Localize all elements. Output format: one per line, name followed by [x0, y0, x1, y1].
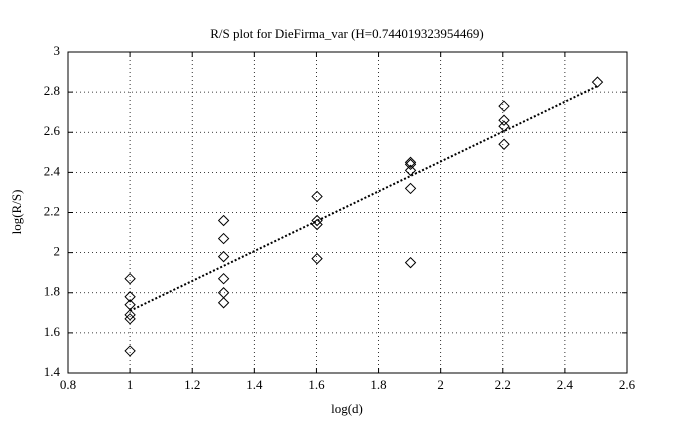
- y-axis-label: log(R/S): [9, 190, 24, 235]
- point: [217, 297, 230, 309]
- x-tick-label: 2.2: [495, 377, 511, 392]
- point: [217, 232, 230, 245]
- x-tick-label: 2.6: [619, 377, 636, 392]
- point: [498, 100, 510, 112]
- y-tick-label: 3: [54, 43, 61, 58]
- point: [124, 313, 136, 325]
- point: [591, 76, 604, 88]
- chart-title: R/S plot for DieFirma_var (H=0.744019323…: [210, 26, 483, 41]
- point: [124, 345, 136, 357]
- point: [217, 250, 230, 263]
- point: [498, 120, 510, 132]
- y-tick-label: 2.8: [44, 83, 60, 98]
- y-tick-label: 2.4: [44, 163, 61, 178]
- x-tick-label: 1.2: [184, 377, 200, 392]
- point: [124, 309, 136, 321]
- y-tick-label: 2.2: [44, 203, 60, 218]
- point: [311, 252, 323, 265]
- x-tick-label: 2.4: [557, 377, 574, 392]
- x-tick-label: 1: [127, 377, 134, 392]
- point: [404, 164, 417, 177]
- point: [124, 272, 136, 285]
- x-tick-label: 1.8: [370, 377, 386, 392]
- x-tick-label: 2: [437, 377, 444, 392]
- point: [217, 214, 230, 227]
- x-tick-label: 1.6: [308, 377, 325, 392]
- y-tick-label: 1.4: [44, 364, 61, 379]
- fit-line: [129, 85, 598, 312]
- point: [404, 158, 417, 171]
- plot-frame: [67, 51, 628, 374]
- point: [498, 138, 510, 150]
- y-tick-label: 2.6: [44, 123, 61, 138]
- point: [311, 190, 323, 203]
- x-tick-label: 0.8: [60, 377, 76, 392]
- y-tick-label: 1.8: [44, 284, 60, 299]
- x-tick-label: 1.4: [246, 377, 263, 392]
- point: [124, 291, 136, 303]
- x-axis-label: log(d): [331, 401, 363, 416]
- point: [311, 214, 323, 227]
- point: [311, 218, 323, 231]
- point: [498, 114, 510, 126]
- point: [404, 156, 417, 169]
- point: [404, 182, 417, 195]
- y-tick-label: 2: [54, 244, 61, 259]
- point: [404, 256, 417, 269]
- point: [217, 272, 230, 285]
- y-tick-label: 1.6: [44, 324, 61, 339]
